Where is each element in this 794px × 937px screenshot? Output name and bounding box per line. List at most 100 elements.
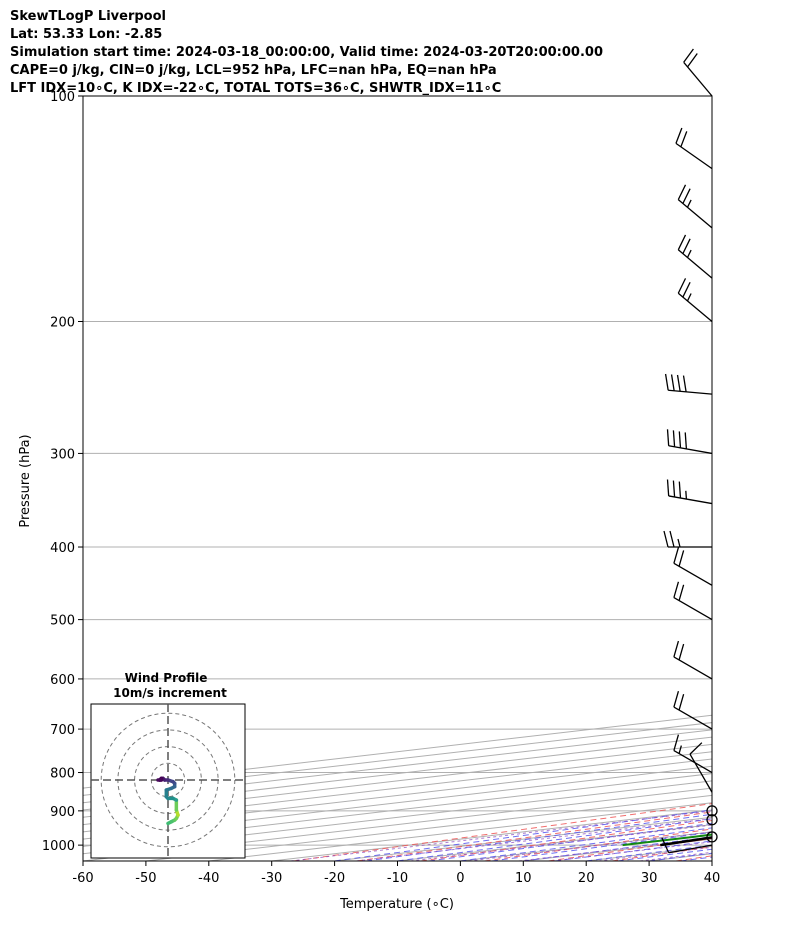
dry-adiabat (612, 846, 712, 861)
x-tick-label: -20 (324, 871, 345, 886)
chart-header: SkewTLogP Liverpool Lat: 53.33 Lon: -2.8… (10, 8, 603, 98)
x-tick-label: 10 (515, 871, 532, 886)
moist-adiabat (617, 848, 712, 861)
title-times: Simulation start time: 2024-03-18_00:00:… (10, 45, 603, 60)
x-axis-label: Temperature (∘C) (339, 897, 454, 912)
moist-adiabat-lines (334, 809, 712, 861)
isotherm (208, 802, 712, 861)
dry-adiabat (740, 96, 794, 861)
y-tick-label: 800 (50, 767, 75, 782)
moist-adiabat (586, 844, 712, 861)
x-tick-label: 30 (641, 871, 658, 886)
y-tick-label: 700 (50, 723, 75, 738)
wind-barb (664, 373, 713, 395)
wind-barb (677, 234, 713, 279)
isotherm (271, 809, 712, 861)
wind-barb (706, 831, 718, 843)
wind-barb (673, 640, 713, 680)
y-tick-label: 100 (50, 90, 75, 105)
moist-adiabat (428, 822, 712, 861)
wind-barb (663, 530, 712, 548)
mixing-ratio-line (410, 824, 712, 861)
wind-barb (673, 691, 713, 730)
x-tick-label: -50 (135, 871, 156, 886)
y-tick-label: 300 (50, 447, 75, 462)
wind-barb (675, 127, 713, 170)
hodograph-inset: Wind Profile 10m/s increment (90, 671, 246, 859)
x-tick-label: -10 (387, 871, 408, 886)
isotherm (83, 722, 712, 796)
wind-barb (666, 479, 713, 505)
y-tick-label: 400 (50, 541, 75, 556)
title-coordinates: Lat: 53.33 Lon: -2.85 (10, 27, 163, 42)
x-tick-label: 20 (578, 871, 595, 886)
cape-shading (660, 837, 712, 846)
mixing-ratio-line (552, 841, 712, 861)
mixing-ratio-line (290, 810, 712, 861)
y-axis: 100 200 300 400 500 600 700 800 900 1000 (42, 90, 83, 854)
hodograph-ring (100, 712, 236, 848)
moist-adiabat (711, 860, 712, 861)
wind-barb (673, 734, 713, 774)
x-tick-label: 40 (704, 871, 721, 886)
isotherm (711, 860, 712, 861)
wind-barbs (661, 48, 718, 854)
wind-barb (661, 837, 713, 854)
dry-adiabat (356, 811, 712, 861)
isotherm (83, 714, 712, 789)
moist-adiabat (366, 813, 712, 861)
x-tick-label: 0 (456, 871, 464, 886)
moist-adiabat (491, 831, 712, 861)
x-axis: -60 -50 -40 -30 -20 -10 0 10 20 30 40 (72, 861, 720, 886)
hodograph-trace (156, 776, 180, 826)
hodograph-title: Wind Profile (125, 671, 208, 685)
wind-barb (677, 184, 713, 229)
wind-barb (683, 48, 713, 97)
sounding-profiles (622, 833, 712, 847)
hodograph-subtitle: 10m/s increment (113, 686, 227, 700)
mixing-ratio-lines (290, 810, 712, 861)
isotherm (586, 845, 712, 861)
x-tick-label: -40 (198, 871, 219, 886)
wind-barb (677, 278, 713, 323)
mixing-ratio-line (356, 818, 712, 861)
dry-adiabat (420, 819, 712, 861)
isotherm-lines (83, 714, 712, 861)
moist-adiabat (554, 840, 712, 861)
moist-adiabat (334, 809, 712, 861)
dry-adiabat (293, 803, 712, 861)
wind-barb (673, 581, 713, 621)
wind-barb (666, 429, 713, 455)
title-indices-line: LFT IDX=10∘C, K IDX=-22∘C, TOTAL TOTS=36… (10, 81, 502, 96)
isotherm (649, 853, 712, 861)
isotherm (397, 824, 712, 861)
wind-barb (706, 814, 718, 826)
y-tick-label: 1000 (42, 839, 75, 854)
y-tick-label: 200 (50, 316, 75, 331)
cape-cin-area (660, 837, 712, 846)
wind-barb (673, 547, 713, 586)
y-tick-label: 600 (50, 673, 75, 688)
mixing-ratio-line (518, 837, 712, 861)
title-location: SkewTLogP Liverpool (10, 9, 166, 24)
title-cape-line: CAPE=0 j/kg, CIN=0 j/kg, LCL=952 hPa, LF… (10, 63, 497, 78)
wind-barb (689, 742, 713, 793)
dewpoint-line (622, 833, 712, 847)
x-tick-label: -60 (72, 871, 93, 886)
moist-adiabat (649, 852, 712, 861)
dry-adiabat (548, 837, 712, 861)
moist-adiabat (523, 836, 712, 861)
mixing-ratio-line (639, 851, 712, 861)
isotherm (523, 838, 712, 861)
y-axis-label: Pressure (hPa) (18, 434, 33, 527)
dry-adiabat-lines (293, 96, 794, 861)
wind-barb (706, 805, 718, 817)
temperature-line (660, 836, 712, 847)
moist-adiabat (397, 818, 712, 861)
x-tick-label: -30 (261, 871, 282, 886)
isotherm (334, 816, 712, 861)
y-tick-label: 900 (50, 805, 75, 820)
parcel-line (660, 836, 712, 847)
isotherm (83, 729, 712, 804)
